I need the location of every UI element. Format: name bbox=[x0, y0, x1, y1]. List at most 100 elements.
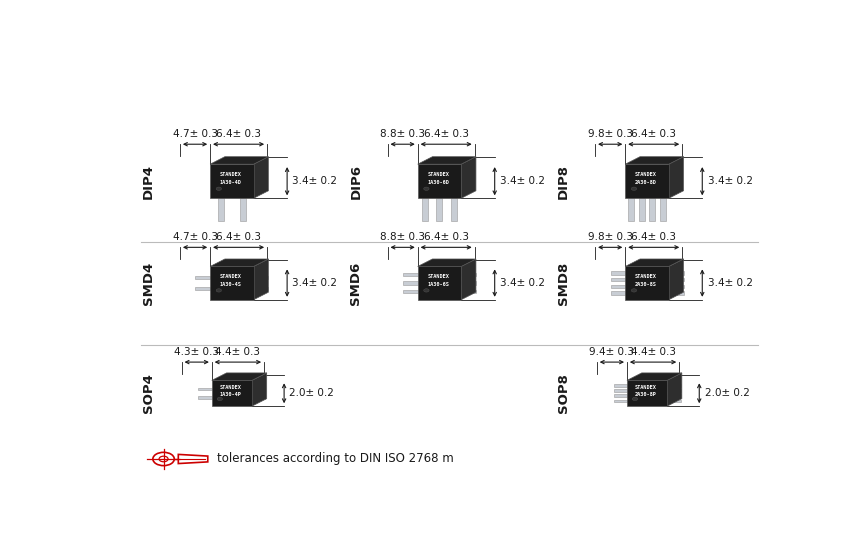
Bar bbox=[254, 276, 269, 279]
Text: STANDEX: STANDEX bbox=[635, 172, 657, 178]
Text: 3.4± 0.2: 3.4± 0.2 bbox=[293, 278, 338, 288]
Polygon shape bbox=[667, 373, 682, 406]
Bar bbox=[451, 198, 457, 221]
Text: SMD4: SMD4 bbox=[142, 261, 155, 305]
Text: 2.0± 0.2: 2.0± 0.2 bbox=[289, 388, 334, 399]
Text: 3.4± 0.2: 3.4± 0.2 bbox=[708, 176, 753, 186]
Text: 6.4± 0.3: 6.4± 0.3 bbox=[423, 232, 468, 242]
Text: 3.4± 0.2: 3.4± 0.2 bbox=[708, 278, 753, 288]
Circle shape bbox=[632, 187, 637, 191]
Bar bbox=[613, 400, 627, 402]
Polygon shape bbox=[669, 157, 683, 198]
Text: 6.4± 0.3: 6.4± 0.3 bbox=[632, 232, 677, 242]
Polygon shape bbox=[212, 380, 252, 406]
Polygon shape bbox=[254, 157, 269, 198]
Bar bbox=[403, 273, 417, 276]
Text: 2A30-8S: 2A30-8S bbox=[635, 282, 657, 287]
Bar bbox=[461, 290, 476, 293]
Circle shape bbox=[423, 289, 429, 292]
Polygon shape bbox=[254, 259, 269, 300]
Bar bbox=[660, 198, 666, 221]
Bar bbox=[252, 388, 265, 390]
Text: 8.8± 0.3: 8.8± 0.3 bbox=[380, 232, 425, 242]
Bar bbox=[667, 389, 681, 392]
Polygon shape bbox=[252, 373, 267, 406]
Bar bbox=[218, 198, 224, 221]
Text: 1A30-4P: 1A30-4P bbox=[219, 392, 241, 397]
Polygon shape bbox=[627, 373, 682, 380]
Text: 4.7± 0.3: 4.7± 0.3 bbox=[173, 129, 218, 139]
Polygon shape bbox=[627, 380, 667, 406]
Polygon shape bbox=[626, 157, 683, 164]
Text: STANDEX: STANDEX bbox=[219, 274, 241, 279]
Text: 1A30-6D: 1A30-6D bbox=[427, 180, 449, 185]
Bar bbox=[667, 400, 681, 402]
Text: tolerances according to DIN ISO 2768 m: tolerances according to DIN ISO 2768 m bbox=[217, 453, 454, 465]
Text: STANDEX: STANDEX bbox=[219, 384, 241, 389]
Text: 1A30-6S: 1A30-6S bbox=[427, 282, 449, 287]
Polygon shape bbox=[417, 266, 461, 300]
Text: 4.4± 0.3: 4.4± 0.3 bbox=[215, 347, 260, 357]
Bar bbox=[422, 198, 428, 221]
Text: 3.4± 0.2: 3.4± 0.2 bbox=[293, 176, 338, 186]
Polygon shape bbox=[669, 259, 683, 300]
Bar bbox=[650, 198, 656, 221]
Circle shape bbox=[423, 187, 429, 191]
Text: 6.4± 0.3: 6.4± 0.3 bbox=[632, 129, 677, 139]
Text: DIP4: DIP4 bbox=[142, 164, 155, 199]
Text: STANDEX: STANDEX bbox=[219, 172, 241, 178]
Text: 2A30-8D: 2A30-8D bbox=[635, 180, 657, 185]
Text: 4.4± 0.3: 4.4± 0.3 bbox=[631, 347, 676, 357]
Polygon shape bbox=[461, 259, 476, 300]
Text: 2A30-8P: 2A30-8P bbox=[635, 392, 657, 397]
Text: STANDEX: STANDEX bbox=[427, 172, 449, 178]
Text: 2.0± 0.2: 2.0± 0.2 bbox=[705, 388, 749, 399]
Bar bbox=[613, 389, 627, 392]
Bar bbox=[195, 276, 210, 279]
Text: 6.4± 0.3: 6.4± 0.3 bbox=[423, 129, 468, 139]
Text: SOP8: SOP8 bbox=[556, 373, 570, 413]
Polygon shape bbox=[417, 164, 461, 198]
Bar bbox=[403, 281, 417, 285]
Bar bbox=[627, 198, 633, 221]
Text: STANDEX: STANDEX bbox=[635, 274, 657, 279]
Polygon shape bbox=[417, 259, 476, 266]
Text: STANDEX: STANDEX bbox=[635, 384, 657, 389]
Polygon shape bbox=[626, 266, 669, 300]
Bar bbox=[669, 285, 683, 288]
Text: SMD6: SMD6 bbox=[349, 261, 362, 305]
Text: SOP4: SOP4 bbox=[142, 373, 155, 413]
Circle shape bbox=[216, 289, 221, 292]
Bar bbox=[611, 292, 626, 295]
Text: 4.3± 0.3: 4.3± 0.3 bbox=[175, 347, 219, 357]
Text: 6.4± 0.3: 6.4± 0.3 bbox=[216, 232, 261, 242]
Circle shape bbox=[216, 187, 221, 191]
Text: 1A30-4D: 1A30-4D bbox=[219, 180, 241, 185]
Text: 9.4± 0.3: 9.4± 0.3 bbox=[589, 347, 634, 357]
Text: DIP6: DIP6 bbox=[349, 164, 362, 199]
Polygon shape bbox=[417, 157, 476, 164]
Bar bbox=[611, 285, 626, 288]
Bar bbox=[667, 394, 681, 397]
Bar bbox=[239, 198, 245, 221]
Bar bbox=[461, 281, 476, 285]
Circle shape bbox=[217, 397, 223, 401]
Bar bbox=[199, 396, 212, 399]
Bar bbox=[669, 278, 683, 281]
Bar bbox=[611, 278, 626, 281]
Bar bbox=[611, 272, 626, 275]
Polygon shape bbox=[626, 164, 669, 198]
Bar bbox=[403, 290, 417, 293]
Bar bbox=[669, 292, 683, 295]
Bar bbox=[669, 272, 683, 275]
Bar bbox=[199, 388, 212, 390]
Bar bbox=[667, 384, 681, 387]
Text: DIP8: DIP8 bbox=[556, 164, 570, 199]
Bar bbox=[195, 287, 210, 291]
Bar bbox=[436, 198, 442, 221]
Polygon shape bbox=[210, 164, 254, 198]
Circle shape bbox=[632, 289, 637, 292]
Bar bbox=[461, 273, 476, 276]
Text: STANDEX: STANDEX bbox=[427, 274, 449, 279]
Text: 6.4± 0.3: 6.4± 0.3 bbox=[216, 129, 261, 139]
